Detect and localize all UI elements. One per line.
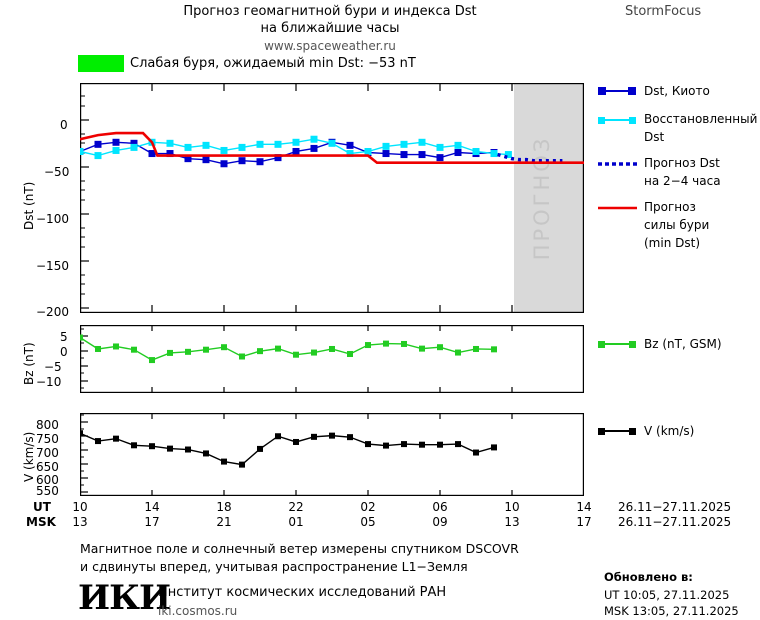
bz-plot bbox=[80, 325, 584, 393]
legend-restored-dst[interactable] bbox=[596, 113, 640, 127]
updated-ut: UT 10:05, 27.11.2025 bbox=[604, 588, 730, 602]
bz-ytick-2: −5 bbox=[44, 360, 62, 374]
v-plot bbox=[80, 413, 584, 496]
dst-ytick-3: −150 bbox=[36, 259, 69, 273]
date-range-ut: 26.11−27.11.2025 bbox=[618, 500, 732, 514]
msk-tick-6: 13 bbox=[504, 515, 520, 529]
v-ytick-4: 600 bbox=[36, 473, 59, 487]
v-ytick-0: 800 bbox=[36, 418, 59, 432]
dst-ytick-1: −50 bbox=[44, 165, 70, 179]
iki-logo: ИКИ bbox=[78, 578, 171, 618]
legend-label-bz: Bz (nT, GSM) bbox=[644, 337, 722, 351]
legend-forecast-dst[interactable] bbox=[596, 157, 640, 171]
legend-label-storm-forecast-3: (min Dst) bbox=[644, 236, 701, 250]
legend-dst-kyoto[interactable] bbox=[596, 84, 640, 98]
legend-marker-bz bbox=[598, 341, 636, 348]
storm-level-swatch bbox=[78, 55, 124, 72]
legend-marker-dst-kyoto bbox=[598, 87, 636, 95]
v-ytick-1: 750 bbox=[36, 432, 59, 446]
ut-tick-4: 02 bbox=[360, 500, 376, 514]
msk-tick-0: 13 bbox=[72, 515, 88, 529]
dst-ytick-4: −200 bbox=[36, 305, 69, 319]
dst-series-group bbox=[80, 131, 584, 168]
msk-tick-7: 17 bbox=[576, 515, 592, 529]
org-site: iki.cosmos.ru bbox=[158, 604, 238, 618]
site-url: www.spaceweather.ru bbox=[264, 39, 396, 53]
legend-storm-forecast[interactable] bbox=[596, 201, 640, 215]
bz-ytick-1: 0 bbox=[60, 345, 68, 359]
msk-tick-5: 09 bbox=[432, 515, 448, 529]
footer-line-1: Магнитное поле и солнечный ветер измерен… bbox=[80, 541, 519, 556]
v-y-axis-label: V (km/s) bbox=[22, 431, 36, 482]
legend-marker-forecast-dst bbox=[598, 162, 637, 166]
legend-label-dst-kyoto: Dst, Киото bbox=[644, 84, 710, 98]
legend-marker-restored-dst bbox=[598, 117, 636, 124]
msk-tick-2: 21 bbox=[216, 515, 232, 529]
org-name: Институт космических исследований РАН bbox=[158, 585, 447, 600]
dst-plot: ПРОГНОЗ bbox=[80, 83, 584, 313]
ut-tick-6: 10 bbox=[504, 500, 520, 514]
legend-label-restored-dst-1: Восстановленный bbox=[644, 112, 758, 126]
date-range-msk: 26.11−27.11.2025 bbox=[618, 515, 732, 529]
msk-row-label: MSK bbox=[26, 515, 56, 529]
v-ytick-5: 550 bbox=[36, 484, 59, 498]
ut-tick-1: 14 bbox=[144, 500, 160, 514]
legend-label-restored-dst-2: Dst bbox=[644, 130, 665, 144]
legend-bz[interactable] bbox=[596, 337, 640, 351]
legend-label-forecast-dst-1: Прогноз Dst bbox=[644, 156, 720, 170]
ut-tick-0: 10 bbox=[72, 500, 88, 514]
ut-row-label: UT bbox=[33, 500, 51, 514]
dst-y-axis-label: Dst (nT) bbox=[22, 181, 36, 230]
bz-forecast-band bbox=[514, 325, 584, 393]
msk-tick-3: 01 bbox=[288, 515, 304, 529]
legend-label-v: V (km/s) bbox=[644, 424, 695, 438]
legend-marker-v bbox=[598, 428, 636, 435]
v-series-group bbox=[80, 430, 497, 468]
legend-v[interactable] bbox=[596, 424, 640, 438]
brand-stormfocus: StormFocus bbox=[625, 4, 702, 19]
updated-title: Обновлено в: bbox=[604, 570, 693, 584]
ut-tick-3: 22 bbox=[288, 500, 304, 514]
bz-series-group bbox=[80, 334, 497, 364]
v-ytick-3: 650 bbox=[36, 460, 59, 474]
footer-line-2: и сдвинуты вперед, учитывая распростране… bbox=[80, 559, 468, 574]
page-title: Прогноз геомагнитной бури и индекса Dst bbox=[183, 4, 477, 19]
v-ytick-2: 700 bbox=[36, 446, 59, 460]
bz-ytick-3: −10 bbox=[36, 375, 62, 389]
msk-tick-4: 05 bbox=[360, 515, 376, 529]
ut-tick-7: 14 bbox=[576, 500, 592, 514]
bz-ytick-0: 5 bbox=[60, 330, 68, 344]
storm-status-text: Слабая буря, ожидаемый min Dst: −53 nT bbox=[130, 56, 416, 71]
legend-marker-storm-forecast bbox=[598, 206, 637, 210]
ut-tick-2: 18 bbox=[216, 500, 232, 514]
legend-label-storm-forecast-1: Прогноз bbox=[644, 200, 696, 214]
forecast-band bbox=[514, 83, 584, 313]
ut-tick-5: 06 bbox=[432, 500, 448, 514]
bz-y-axis-label: Bz (nT) bbox=[22, 342, 36, 385]
forecast-band-label: ПРОГНОЗ bbox=[530, 136, 554, 261]
updated-msk: MSK 13:05, 27.11.2025 bbox=[604, 604, 739, 618]
msk-tick-1: 17 bbox=[144, 515, 160, 529]
legend-label-forecast-dst-2: на 2−4 часа bbox=[644, 174, 721, 188]
dst-ytick-0: 0 bbox=[60, 118, 68, 132]
page-subtitle: на ближайшие часы bbox=[260, 21, 400, 36]
legend-label-storm-forecast-2: силы бури bbox=[644, 218, 710, 232]
dst-ytick-2: −100 bbox=[36, 212, 69, 226]
